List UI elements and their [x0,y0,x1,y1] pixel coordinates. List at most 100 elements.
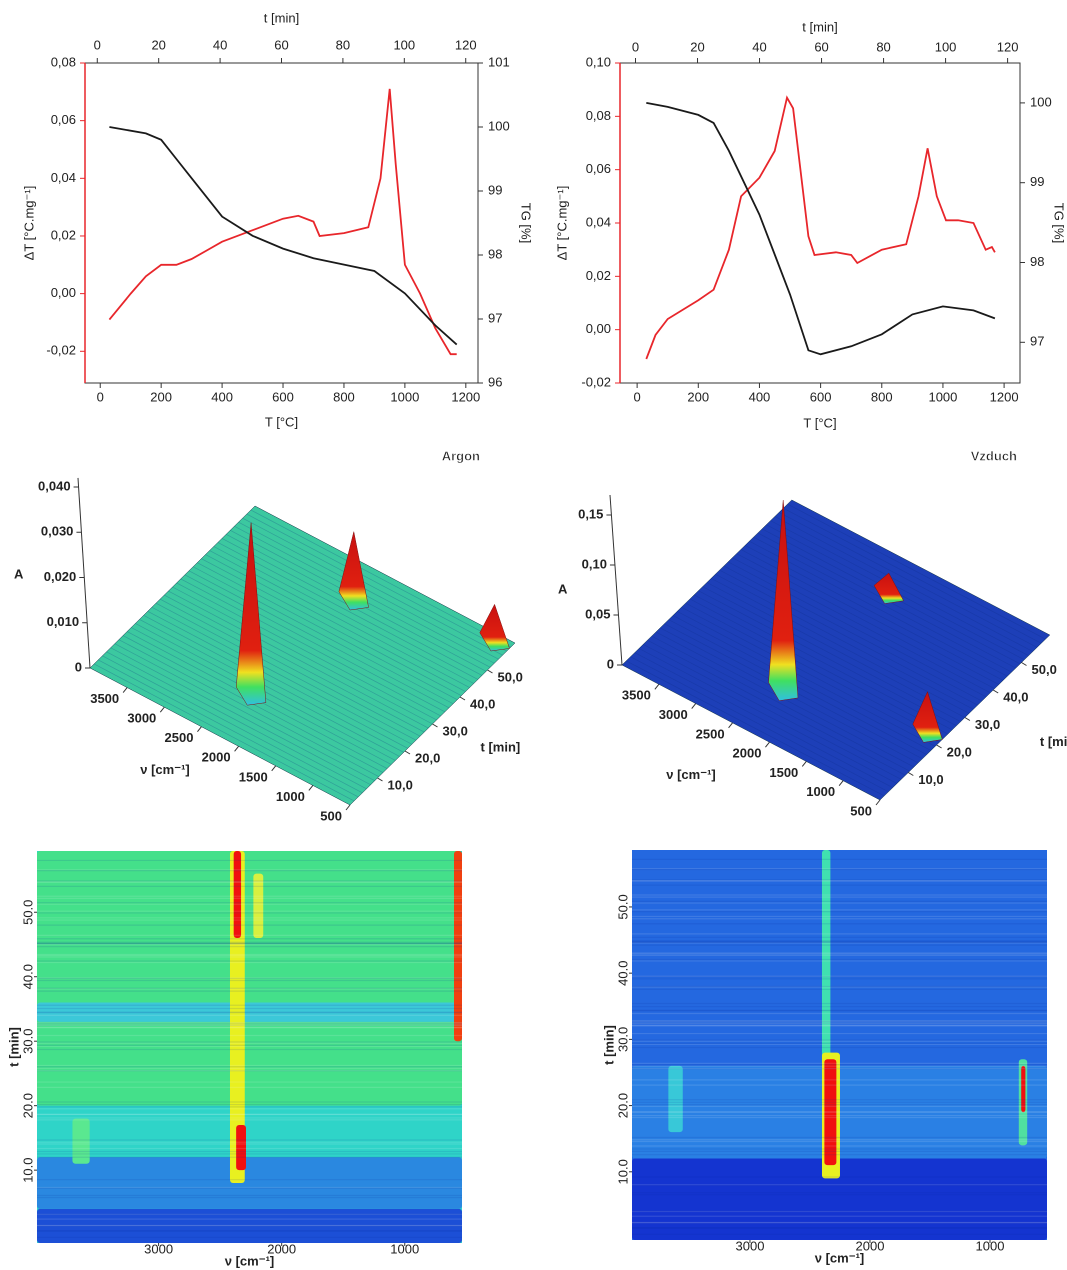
y-tick-label: 30,0 [443,723,468,738]
z-tick-label: 0 [607,656,614,671]
y2-tick-label: 100 [488,118,510,133]
y-tick-label: 0,06 [586,161,611,176]
y-tick [908,772,914,776]
x-tick-label: 1200 [451,389,480,404]
heatmap-region [233,851,242,939]
surface-stripe [238,521,499,660]
y2-tick-label: 98 [1030,254,1044,269]
y-tick-label: 0,10 [586,54,611,69]
x2-tick-label: 60 [274,37,288,52]
peak [235,522,267,706]
peak [338,531,369,611]
surface-stripe [715,573,974,710]
surface-stripe [634,652,893,788]
x-axis-label: T [°C] [803,415,836,430]
x-tick-label: 600 [272,389,294,404]
y-tick-label: 20.0 [20,1093,35,1118]
x-tick-label: 1000 [806,784,835,799]
y-tick-label: 40.0 [20,964,35,989]
surface-stripe [164,594,425,733]
y-tick [936,744,942,749]
surface-stripe [647,639,906,776]
y-tick-label: 40,0 [470,696,495,711]
surface-stripe [702,586,961,722]
series-line [646,102,996,356]
x-tick-label: 2000 [267,1241,296,1256]
y2-tick-label: 97 [488,310,502,325]
series-line [108,88,457,356]
x-tick-label: 2000 [733,746,762,761]
y2-tick-label: 101 [488,54,510,69]
y-tick-label: 50.0 [20,900,35,925]
surface-stripe [774,516,1033,652]
x-tick-label: 400 [211,389,233,404]
surface-stripe [668,619,927,755]
surface-stripe [159,598,421,737]
surface-stripe [677,611,936,747]
y-tick [964,717,971,721]
surface-stripe [168,590,429,729]
y-tick-label: 0,00 [586,321,611,336]
x2-tick-label: 20 [151,37,165,52]
x-tick [159,706,165,713]
surface-stripe [98,659,359,798]
surface-stripe [727,561,987,698]
surface-stripe [732,557,991,694]
x-tick [345,804,351,811]
x-tick-label: 1000 [976,1238,1005,1253]
x-tick-label: 800 [871,389,893,404]
y-axis-label: t [min] [601,1025,616,1065]
surface-stripe [681,606,940,743]
surface-stripe [689,598,949,735]
surface-stripe [213,546,474,684]
peak [912,691,943,743]
surface-stripe [176,582,437,721]
x-tick [838,780,844,787]
y2-tick-label: 97 [1030,334,1044,349]
y2-axis-label: TG [%] [1052,203,1067,243]
y-tick-label: 20,0 [947,744,972,759]
y-tick [1021,662,1027,666]
x-tick [271,765,277,772]
heatmap-region [37,1208,462,1243]
x-tick-label: 500 [320,808,342,823]
y-tick [459,696,466,701]
surface-stripe [143,615,404,753]
y-tick [487,669,493,674]
heatmap-region [37,1157,462,1209]
surface-stripe [242,517,503,656]
x-tick [765,741,770,748]
x2-axis-label: t [min] [802,19,837,34]
z-tick-label: 0,10 [582,556,607,571]
x-tick [654,683,660,690]
x2-tick-label: 0 [94,37,101,52]
surface-stripe [638,648,898,784]
y-tick-label: 0,02 [51,227,76,242]
z-tick-label: 0,010 [47,614,80,629]
x-tick-label: 200 [687,389,709,404]
x-tick-label: 800 [333,389,355,404]
x-tick-label: 600 [810,389,832,404]
surface-stripe [749,540,1008,677]
y-tick-label: 30.0 [615,1027,630,1052]
y-tick-label: 30,0 [975,717,1000,732]
x-tick-label: 2000 [202,750,231,765]
surface-stripe [188,570,450,709]
surface-stripe [102,655,363,794]
surface-stripe [201,558,462,696]
surface-floor [621,499,1051,801]
x-tick-label: 1500 [239,769,268,784]
y-axis-label: t [min] [481,739,521,754]
y-tick-label: 50,0 [1032,662,1057,677]
surface-stripe [147,610,408,749]
x-axis-label: ν [cm⁻¹] [140,762,189,777]
heatmap-region [253,873,264,939]
x-tick-label: 2500 [696,726,725,741]
y-tick-label: 10,0 [918,772,943,787]
y2-tick-label: 99 [488,182,502,197]
surface-stripe [698,590,957,727]
surface-stripe [630,656,889,793]
y-tick [377,777,383,782]
y-tick-label: 0,04 [586,214,611,229]
surface-stripe [93,663,355,802]
